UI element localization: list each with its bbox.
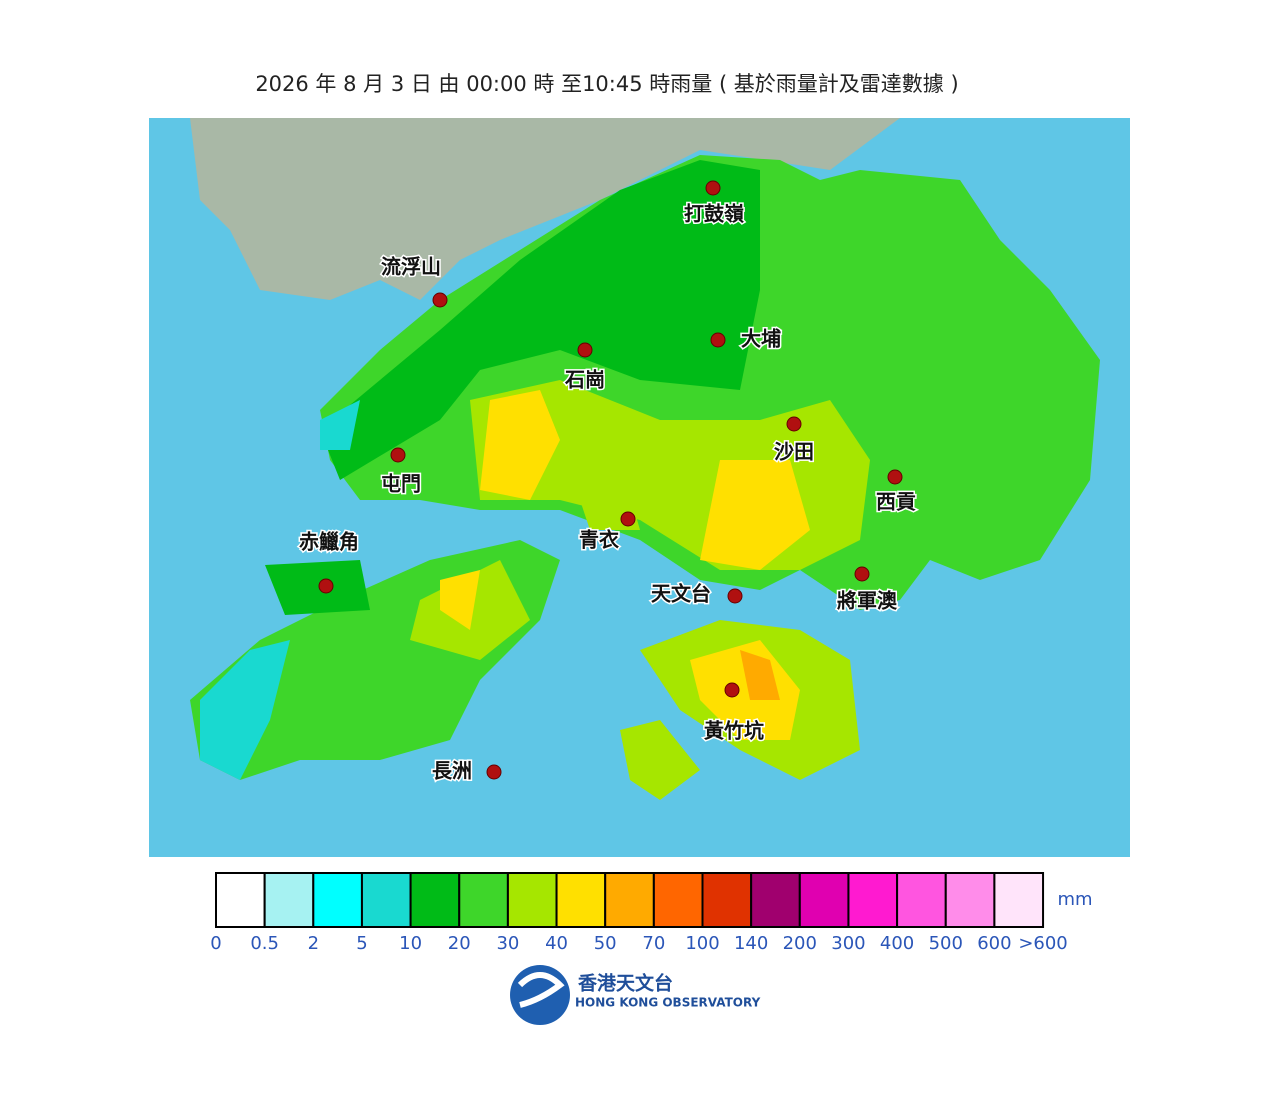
station-dot: [577, 342, 593, 358]
station-dot: [432, 292, 448, 308]
legend-label: 50: [594, 933, 617, 954]
legend-swatch: [555, 872, 607, 928]
legend-label: 0: [210, 933, 221, 954]
station-dot: [710, 332, 726, 348]
legend-swatch: [701, 872, 753, 928]
logo-chinese: 香港天文台: [577, 972, 673, 995]
legend-label: 5: [356, 933, 367, 954]
legend-label: 100: [685, 933, 719, 954]
legend-label: 30: [496, 933, 519, 954]
legend-label: 600: [977, 933, 1011, 954]
station-label: 流浮山: [381, 255, 441, 279]
station-dot: [486, 764, 502, 780]
legend-swatch: [263, 872, 315, 928]
legend-swatch: [409, 872, 461, 928]
legend-swatch: [847, 872, 899, 928]
legend-label: 200: [783, 933, 817, 954]
station-label: 石崗: [564, 368, 605, 392]
legend-label: 0.5: [250, 933, 279, 954]
station-label: 大埔: [741, 327, 781, 351]
legend-swatch: [506, 872, 558, 928]
logo: 香港天文台 HONG KONG OBSERVATORY: [510, 965, 761, 1025]
station-dot: [887, 469, 903, 485]
station-dot: [390, 447, 406, 463]
station-dot: [727, 588, 743, 604]
legend-swatch: [215, 872, 266, 928]
legend-label: 300: [831, 933, 865, 954]
legend-label: 10: [399, 933, 422, 954]
subtitle: 2026 年 8 月 3 日 由 00:00 時 至10:45 時雨量 ( 基於…: [255, 72, 958, 96]
station-label: 沙田: [774, 440, 814, 464]
station-label: 西貢: [876, 490, 916, 514]
station-label: 黃竹坑: [704, 719, 764, 743]
legend-label: 2: [308, 933, 319, 954]
legend-label: 70: [642, 933, 665, 954]
legend-swatch: [798, 872, 850, 928]
legend-label: 20: [448, 933, 471, 954]
legend-swatch: [458, 872, 509, 928]
legend-label: 400: [880, 933, 914, 954]
station-label: 屯門: [381, 472, 421, 496]
station-label: 青衣: [579, 528, 619, 552]
station-dot: [854, 566, 870, 582]
legend-label: 140: [734, 933, 768, 954]
station-dot: [724, 682, 740, 698]
legend-swatch: [750, 872, 801, 928]
station-label: 長洲: [432, 759, 472, 783]
station-label: 赤鱲角: [299, 530, 359, 554]
legend-swatch: [360, 872, 412, 928]
map: [149, 118, 1130, 857]
station-dot: [318, 578, 334, 594]
legend-swatch: [604, 872, 655, 928]
legend-label: 40: [545, 933, 568, 954]
logo-english: HONG KONG OBSERVATORY: [575, 996, 761, 1010]
station-dot: [705, 180, 721, 196]
legend-swatch: [652, 872, 704, 928]
legend-swatch: [993, 872, 1045, 928]
legend-swatch: [312, 872, 363, 928]
station-label: 將軍澳: [837, 589, 898, 613]
station-label: 打鼓嶺: [684, 202, 744, 226]
legend-label: 500: [929, 933, 963, 954]
legend-swatch: [944, 872, 996, 928]
legend-unit: mm: [1057, 889, 1092, 910]
station-dot: [620, 511, 636, 527]
legend-label: >600: [1018, 933, 1067, 954]
legend-swatch: [896, 872, 947, 928]
station-label: 天文台: [651, 582, 711, 606]
station-dot: [786, 416, 802, 432]
